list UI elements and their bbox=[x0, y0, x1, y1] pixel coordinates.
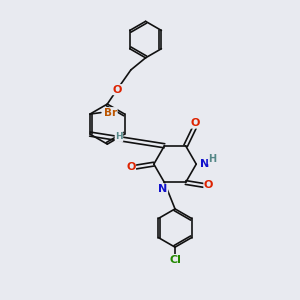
Text: Cl: Cl bbox=[169, 254, 181, 265]
Text: O: O bbox=[112, 85, 122, 94]
Text: O: O bbox=[190, 118, 200, 128]
Text: N: N bbox=[158, 184, 168, 194]
Text: O: O bbox=[204, 180, 213, 190]
Text: N: N bbox=[200, 159, 209, 169]
Text: O: O bbox=[126, 162, 136, 172]
Text: H: H bbox=[115, 133, 123, 142]
Text: H: H bbox=[208, 154, 217, 164]
Text: Br: Br bbox=[104, 108, 117, 118]
